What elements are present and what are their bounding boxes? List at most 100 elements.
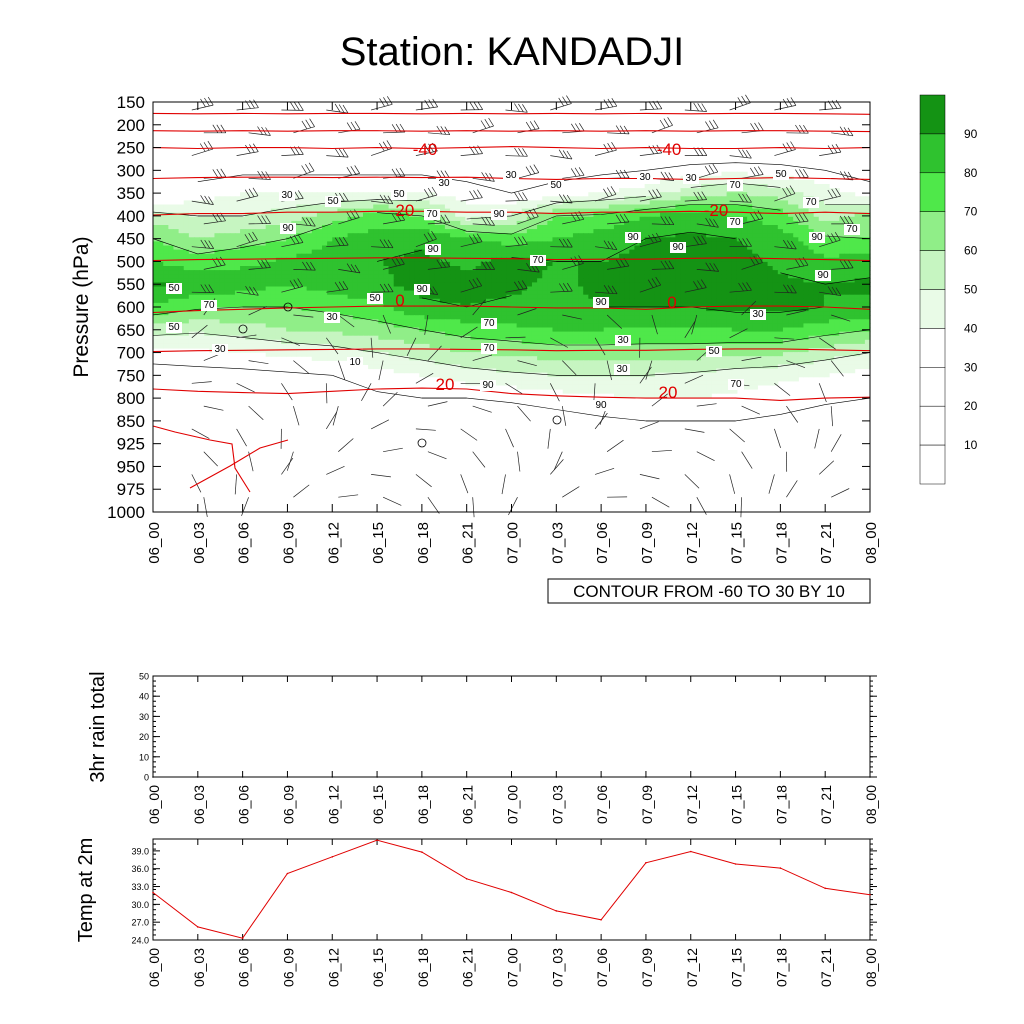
humidity-cell [747,290,753,296]
humidity-cell [665,327,671,333]
humidity-cell [301,319,308,324]
humidity-cell [823,298,830,304]
humidity-cell [219,249,226,255]
humidity-cell [675,204,682,210]
humidity-cell [818,302,825,308]
humidity-cell [690,319,697,324]
humidity-cell [398,225,405,230]
humidity-cell [224,257,231,263]
humidity-cell [214,245,221,251]
humidity-cell [163,278,169,283]
humidity-cell [245,225,251,230]
humidity-cell [526,278,533,283]
humidity-cell [383,315,390,320]
humidity-cell [173,225,180,230]
humidity-cell [383,249,390,255]
humidity-cell [419,200,426,206]
humidity-cell [752,241,758,247]
humidity-cell [788,245,794,251]
humidity-cell [567,212,574,218]
humidity-cell [301,302,308,308]
humidity-cell [153,216,159,222]
humidity-cell [260,249,267,255]
humidity-cell [506,319,513,324]
humidity-cell [183,298,190,304]
humidity-cell [864,274,871,279]
humidity-cell [772,253,779,259]
humidity-cell [193,220,200,226]
humidity-cell [296,249,303,255]
humidity-cell [588,216,595,222]
humidity-cell [153,294,159,300]
humidity-cell [762,261,769,267]
humidity-cell [613,294,620,300]
humidity-cell [619,286,625,292]
humidity-cell [209,282,216,288]
humidity-cell [762,188,769,193]
humidity-cell [275,204,282,210]
humidity-cell [844,331,851,337]
humidity-cell [772,237,779,242]
humidity-cell [613,278,620,283]
humidity-cell [311,212,318,218]
humidity-cell [537,270,543,275]
humidity-cell [188,335,195,341]
humidity-cell [240,212,246,218]
humidity-cell [153,253,159,259]
humidity-cell [419,241,426,247]
humidity-cell [849,241,856,247]
humidity-cell [685,196,692,201]
humidity-cell [772,274,779,279]
humidity-cell [829,286,835,292]
humidity-cell [153,319,159,324]
humidity-cell [286,249,292,255]
humidity-cell [153,241,159,247]
humidity-cell [506,327,513,333]
humidity-cell [782,266,789,271]
humidity-cell [153,307,159,312]
humidity-cell [362,290,369,296]
humidity-cell [818,225,825,230]
humidity-cell [583,298,589,304]
humidity-cell [844,237,851,242]
humidity-cell [373,323,379,329]
humidity-cell [362,196,369,201]
humidity-cell [455,266,461,271]
humidity-cell [603,237,610,242]
humidity-cell [393,204,400,210]
humidity-cell [373,278,379,283]
humidity-cell [409,196,415,201]
humidity-cell [501,311,507,316]
humidity-cell [183,302,190,308]
humidity-cell [491,261,497,267]
humidity-cell [639,229,646,234]
humidity-cell [726,278,733,283]
humidity-cell [829,204,835,210]
humidity-cell [352,327,359,333]
humidity-cell [322,294,328,300]
humidity-cell [557,229,564,234]
humidity-cell [864,286,871,292]
humidity-cell [680,225,687,230]
humidity-cell [537,204,543,210]
humidity-cell [521,233,528,238]
humidity-cell [521,208,528,214]
humidity-cell [434,286,441,292]
humidity-cell [316,294,323,300]
humidity-cell [624,200,630,206]
humidity-cell [378,286,385,292]
humidity-cell [547,200,554,206]
humidity-cell [593,331,600,337]
humidity-cell [588,237,595,242]
humidity-cell [649,220,656,226]
humidity-cell [219,282,226,288]
humidity-cell [183,286,190,292]
humidity-cell [752,282,758,288]
humidity-cell [409,335,415,341]
humidity-cell [414,229,420,234]
humidity-cell [747,327,753,333]
humidity-cell [255,286,262,292]
humidity-cell [711,253,717,259]
humidity-cell [864,237,871,242]
humidity-cell [762,192,769,197]
